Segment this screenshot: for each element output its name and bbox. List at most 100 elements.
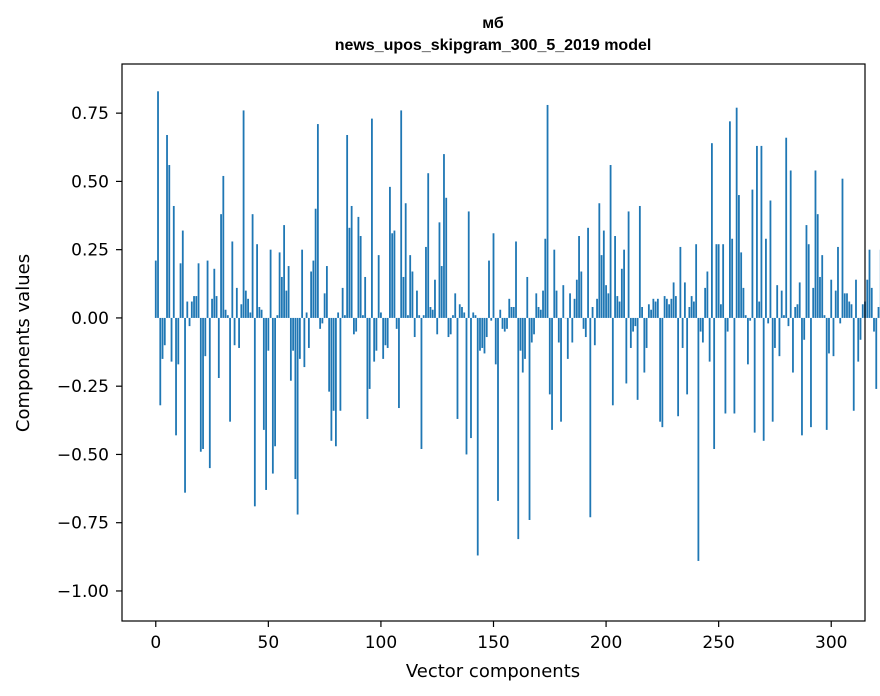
bar [699,317,702,332]
chart-title-line2: news_upos_skipgram_300_5_2019 model [335,37,652,54]
bar [816,214,819,318]
bar [834,290,837,318]
bar [425,246,427,318]
bar [614,236,616,318]
bar [656,298,659,318]
bar [321,317,324,324]
bar [226,315,229,318]
bar [587,227,589,318]
bar [346,134,349,318]
bar [188,317,191,327]
bar [204,317,207,357]
bar [706,271,709,318]
bar [679,246,682,318]
bar [368,317,371,389]
bar [330,317,333,441]
bar [332,317,335,411]
bar [843,293,846,318]
bar [720,304,722,318]
bar [497,317,499,501]
bar [841,178,844,318]
x-tick-label: 150 [477,633,509,653]
bar [803,317,806,340]
bar [747,317,749,365]
bar [512,307,515,318]
bar [735,107,738,318]
bar [825,317,828,430]
bar [875,317,878,389]
bar [269,249,272,318]
x-axis-ticks: 0 50 100 150 200 250 300 [150,621,847,653]
bar [686,317,689,395]
bar [267,317,270,351]
bar [753,317,756,433]
bar [220,214,222,318]
bars-group [154,91,880,561]
bar [452,315,454,318]
bar [238,317,240,348]
x-tick-label: 50 [258,633,280,653]
bar [584,317,587,338]
bar [402,276,405,318]
bar [821,255,824,318]
bar [859,317,862,340]
bar [742,287,745,318]
bar [418,315,421,318]
y-tick-label: −0.75 [57,514,109,534]
bar [283,225,286,318]
bar [334,317,337,447]
bar [157,91,159,318]
bar [292,317,295,351]
bar [792,317,794,373]
bar [323,293,326,318]
bar [717,244,720,318]
bar [217,317,220,378]
bar [810,317,812,428]
bar [801,317,803,436]
bar [661,317,664,428]
bar [537,307,540,318]
bar [672,282,675,318]
bar [253,317,256,507]
bar [476,317,479,556]
bar [647,304,650,318]
bar [179,263,182,318]
bar [731,238,734,318]
bar [641,307,643,318]
bar [659,317,662,422]
bar [258,307,261,318]
bar [208,317,211,469]
bar [161,317,164,359]
bar [692,301,695,318]
bar [166,134,168,318]
bar [515,241,517,318]
y-tick-label: 0.50 [71,172,109,192]
bar [325,266,328,318]
bar [605,285,607,318]
bar [580,271,583,318]
bar [413,317,416,338]
bar [780,290,783,318]
bar [758,301,761,318]
bar [551,317,553,430]
bar [235,287,238,318]
chart-title-line1: мб [482,15,504,32]
bar [458,304,461,318]
bar [726,317,729,332]
bar [848,301,851,318]
bar [168,165,171,318]
bar [751,189,754,318]
bar [411,271,414,318]
bar [463,312,466,318]
bar [447,317,450,338]
bar [377,255,380,318]
bar [609,165,612,318]
bar [652,298,655,318]
bar [557,317,560,343]
bar [744,315,747,318]
bar [276,315,279,318]
bar [787,317,790,327]
y-tick-label: −1.00 [57,582,109,602]
bar [490,317,493,321]
bar [353,317,355,335]
